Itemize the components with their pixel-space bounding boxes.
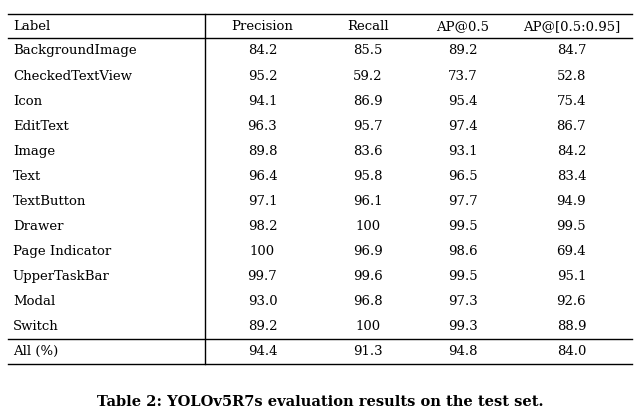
Text: Switch: Switch bbox=[13, 320, 59, 333]
Text: 94.8: 94.8 bbox=[448, 345, 477, 358]
Text: 86.9: 86.9 bbox=[353, 94, 383, 108]
Text: 99.3: 99.3 bbox=[448, 320, 478, 333]
Text: 93.0: 93.0 bbox=[248, 295, 277, 308]
Text: 96.5: 96.5 bbox=[448, 170, 478, 183]
Text: CheckedTextView: CheckedTextView bbox=[13, 70, 132, 82]
Text: 83.4: 83.4 bbox=[557, 170, 586, 183]
Text: TextButton: TextButton bbox=[13, 195, 86, 208]
Text: 99.6: 99.6 bbox=[353, 270, 383, 283]
Text: Label: Label bbox=[13, 20, 50, 33]
Text: 89.8: 89.8 bbox=[248, 145, 277, 158]
Text: 98.2: 98.2 bbox=[248, 220, 277, 233]
Text: 69.4: 69.4 bbox=[557, 245, 586, 258]
Text: 95.8: 95.8 bbox=[353, 170, 383, 183]
Text: 89.2: 89.2 bbox=[448, 45, 477, 58]
Text: 92.6: 92.6 bbox=[557, 295, 586, 308]
Text: 99.5: 99.5 bbox=[448, 220, 478, 233]
Text: 94.1: 94.1 bbox=[248, 94, 277, 108]
Text: 99.5: 99.5 bbox=[448, 270, 478, 283]
Text: Text: Text bbox=[13, 170, 41, 183]
Text: 94.4: 94.4 bbox=[248, 345, 277, 358]
Text: 84.0: 84.0 bbox=[557, 345, 586, 358]
Text: 96.4: 96.4 bbox=[248, 170, 277, 183]
Text: 86.7: 86.7 bbox=[557, 120, 586, 133]
Text: 100: 100 bbox=[250, 245, 275, 258]
Text: UpperTaskBar: UpperTaskBar bbox=[13, 270, 109, 283]
Text: All (%): All (%) bbox=[13, 345, 58, 358]
Text: 95.2: 95.2 bbox=[248, 70, 277, 82]
Text: 97.1: 97.1 bbox=[248, 195, 277, 208]
Text: 99.7: 99.7 bbox=[248, 270, 277, 283]
Text: 88.9: 88.9 bbox=[557, 320, 586, 333]
Text: 95.1: 95.1 bbox=[557, 270, 586, 283]
Text: AP@0.5: AP@0.5 bbox=[436, 20, 490, 33]
Text: 84.2: 84.2 bbox=[557, 145, 586, 158]
Text: 84.2: 84.2 bbox=[248, 45, 277, 58]
Text: AP@[0.5:0.95]: AP@[0.5:0.95] bbox=[523, 20, 620, 33]
Text: 96.9: 96.9 bbox=[353, 245, 383, 258]
Text: 95.7: 95.7 bbox=[353, 120, 383, 133]
Text: 89.2: 89.2 bbox=[248, 320, 277, 333]
Text: 98.6: 98.6 bbox=[448, 245, 478, 258]
Text: 97.4: 97.4 bbox=[448, 120, 478, 133]
Text: Icon: Icon bbox=[13, 94, 42, 108]
Text: 96.8: 96.8 bbox=[353, 295, 383, 308]
Text: 73.7: 73.7 bbox=[448, 70, 478, 82]
Text: 83.6: 83.6 bbox=[353, 145, 383, 158]
Text: EditText: EditText bbox=[13, 120, 68, 133]
Text: 97.3: 97.3 bbox=[448, 295, 478, 308]
Text: Modal: Modal bbox=[13, 295, 55, 308]
Text: 94.9: 94.9 bbox=[557, 195, 586, 208]
Text: BackgroundImage: BackgroundImage bbox=[13, 45, 136, 58]
Text: 97.7: 97.7 bbox=[448, 195, 478, 208]
Text: 100: 100 bbox=[355, 220, 380, 233]
Text: 91.3: 91.3 bbox=[353, 345, 383, 358]
Text: 99.5: 99.5 bbox=[557, 220, 586, 233]
Text: 100: 100 bbox=[355, 320, 380, 333]
Text: Precision: Precision bbox=[232, 20, 293, 33]
Text: Recall: Recall bbox=[347, 20, 388, 33]
Text: 95.4: 95.4 bbox=[448, 94, 477, 108]
Text: Page Indicator: Page Indicator bbox=[13, 245, 111, 258]
Text: 75.4: 75.4 bbox=[557, 94, 586, 108]
Text: 93.1: 93.1 bbox=[448, 145, 478, 158]
Text: Image: Image bbox=[13, 145, 55, 158]
Text: 96.3: 96.3 bbox=[248, 120, 277, 133]
Text: Drawer: Drawer bbox=[13, 220, 63, 233]
Text: 52.8: 52.8 bbox=[557, 70, 586, 82]
Text: Table 2: YOLOv5R7s evaluation results on the test set.: Table 2: YOLOv5R7s evaluation results on… bbox=[97, 395, 543, 409]
Text: 84.7: 84.7 bbox=[557, 45, 586, 58]
Text: 59.2: 59.2 bbox=[353, 70, 383, 82]
Text: 85.5: 85.5 bbox=[353, 45, 382, 58]
Text: 96.1: 96.1 bbox=[353, 195, 383, 208]
